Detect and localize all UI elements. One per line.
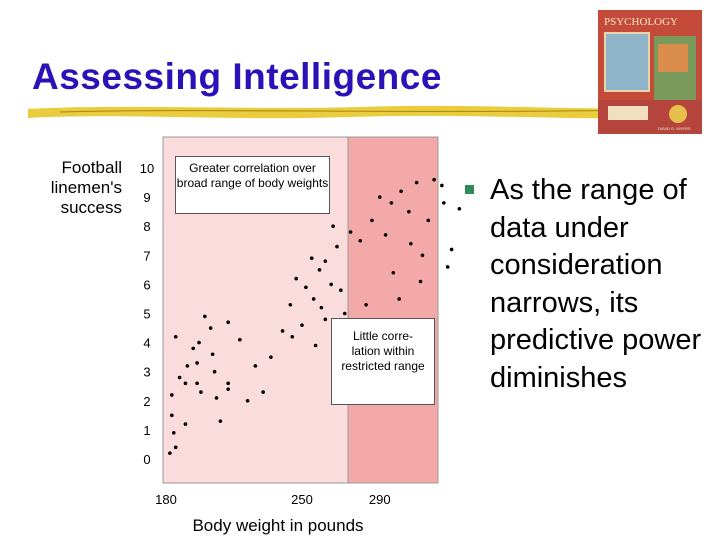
scatter-point bbox=[226, 381, 230, 386]
scatter-point bbox=[195, 381, 199, 386]
scatter-point bbox=[218, 419, 223, 423]
scatter-point bbox=[183, 381, 188, 386]
scatter-point bbox=[414, 180, 419, 185]
scatter-point bbox=[432, 177, 436, 182]
y-tick-label: 5 bbox=[143, 307, 150, 322]
scatter-point bbox=[185, 364, 190, 368]
bullet-text: As the range of data under consideration… bbox=[490, 174, 702, 394]
scatter-point bbox=[304, 285, 308, 290]
y-axis-label: Football linemen's success bbox=[50, 158, 122, 217]
scatter-point bbox=[311, 297, 316, 301]
textbook-cover-image: PSYCHOLOGY DAVID G. MYERS bbox=[598, 10, 702, 134]
x-tick-label: 180 bbox=[155, 492, 177, 507]
scatter-point bbox=[253, 364, 258, 368]
scatter-point bbox=[335, 244, 339, 249]
scatter-point bbox=[226, 387, 230, 391]
scatter-point bbox=[199, 390, 203, 394]
scatter-point bbox=[418, 279, 423, 284]
scatter-point bbox=[170, 413, 174, 418]
scatter-point bbox=[440, 183, 444, 188]
scatter-point bbox=[313, 343, 318, 348]
y-tick-label: 3 bbox=[143, 365, 150, 380]
y-tick-label: 2 bbox=[143, 394, 150, 409]
scatter-point bbox=[300, 323, 304, 327]
scatter-point bbox=[210, 352, 215, 357]
scatter-point bbox=[269, 355, 273, 359]
scatter-point bbox=[173, 445, 178, 450]
scatter-point bbox=[399, 189, 403, 194]
y-tick-label: 0 bbox=[143, 452, 150, 467]
slide-title: Assessing Intelligence bbox=[32, 56, 442, 97]
annotation-restricted-range: Little corre- lation within restricted r… bbox=[331, 318, 435, 405]
scatter-point bbox=[420, 253, 425, 258]
scatter-point bbox=[397, 297, 401, 301]
title-underline bbox=[28, 105, 700, 119]
scatter-point bbox=[288, 302, 293, 307]
y-tick-label: 6 bbox=[143, 277, 150, 292]
scatter-point bbox=[358, 238, 363, 243]
scatter-point bbox=[177, 375, 182, 380]
scatter-point bbox=[445, 265, 450, 269]
scatter-point bbox=[309, 256, 314, 261]
scatter-point bbox=[317, 268, 322, 272]
scatter-point bbox=[245, 399, 250, 403]
scatter-point bbox=[261, 390, 265, 394]
scatter-point bbox=[168, 451, 172, 455]
y-tick-label: 9 bbox=[143, 190, 150, 205]
scatter-point bbox=[329, 282, 333, 287]
scatter-point bbox=[323, 259, 328, 263]
scatter-point bbox=[348, 230, 353, 234]
scatter-point bbox=[383, 233, 388, 237]
scatter-point bbox=[331, 224, 335, 228]
scatter-point bbox=[407, 209, 411, 214]
scatter-point bbox=[364, 302, 368, 307]
x-tick-label: 250 bbox=[291, 492, 313, 507]
scatter-point bbox=[290, 334, 295, 339]
x-axis-label: Body weight in pounds bbox=[192, 516, 363, 535]
scatter-point bbox=[226, 320, 230, 325]
scatter-point bbox=[323, 317, 328, 322]
scatter-point bbox=[389, 201, 394, 205]
scatter-point bbox=[377, 195, 382, 199]
scatter-point bbox=[238, 337, 242, 342]
annotation-broad-range: Greater correlation over broad range of … bbox=[175, 156, 330, 214]
scatter-point bbox=[339, 288, 343, 293]
x-tick-label: 290 bbox=[369, 492, 391, 507]
scatter-point bbox=[173, 334, 178, 339]
scatter-point bbox=[391, 270, 396, 275]
scatter-point bbox=[170, 393, 174, 397]
scatter-point bbox=[409, 241, 413, 246]
book-author-text: DAVID G. MYERS bbox=[658, 126, 691, 131]
scatter-point bbox=[197, 340, 201, 345]
scatter-point bbox=[319, 305, 324, 310]
y-tick-label: 10 bbox=[140, 161, 154, 176]
y-tick-label: 7 bbox=[143, 248, 150, 263]
y-tick-label: 8 bbox=[143, 219, 150, 234]
bullet-square-icon bbox=[465, 185, 474, 194]
scatter-point bbox=[280, 329, 285, 333]
scatter-point bbox=[449, 247, 454, 252]
scatter-point bbox=[426, 218, 431, 223]
scatter-point bbox=[457, 206, 462, 211]
scatter-point bbox=[183, 422, 188, 426]
scatter-point bbox=[208, 326, 213, 330]
restricted-range-band bbox=[347, 136, 439, 484]
y-tick-label: 1 bbox=[143, 423, 150, 438]
scatter-point bbox=[342, 311, 347, 316]
book-title-text: PSYCHOLOGY bbox=[604, 16, 678, 28]
scatter-point bbox=[212, 369, 217, 374]
scatter-point bbox=[203, 314, 207, 319]
scatter-point bbox=[442, 201, 446, 205]
scatter-point bbox=[195, 361, 199, 365]
scatter-point bbox=[171, 431, 176, 435]
scatter-point bbox=[370, 218, 374, 223]
scatter-point bbox=[214, 396, 219, 400]
scatter-point bbox=[294, 276, 298, 281]
scatter-point bbox=[191, 346, 195, 351]
y-tick-label: 4 bbox=[143, 336, 150, 351]
